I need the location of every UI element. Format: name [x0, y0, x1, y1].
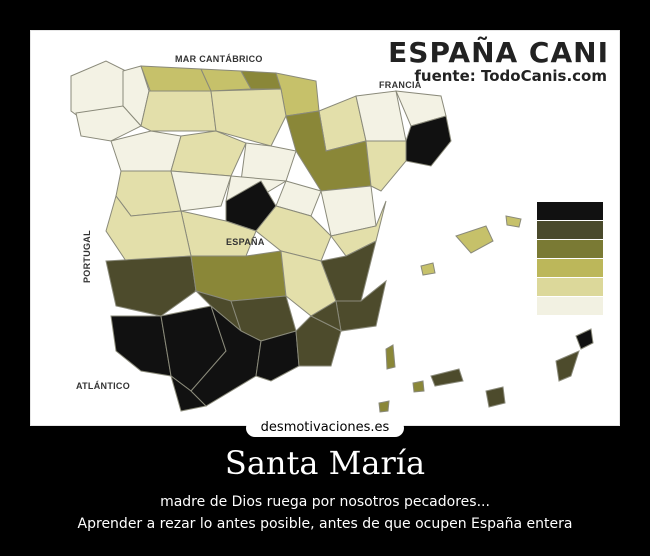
- region-menorca: [505, 215, 522, 228]
- region-huelva: [110, 315, 172, 377]
- label-espana: ESPAÑA: [226, 237, 265, 247]
- region-almeria: [295, 315, 342, 367]
- legend-swatch: [537, 202, 603, 220]
- region-avila: [170, 170, 232, 212]
- region-castellon: [330, 200, 387, 257]
- region-ibiza: [420, 262, 436, 276]
- site-watermark[interactable]: desmotivaciones.es: [246, 419, 404, 437]
- region-murcia: [309, 300, 342, 332]
- poster-title: Santa María: [224, 444, 426, 482]
- poster-caption-line1: madre de Dios ruega por nosotros pecador…: [160, 494, 490, 510]
- region-malaga: [190, 304, 262, 407]
- region-leon: [140, 90, 217, 132]
- region-tenerife: [430, 368, 464, 387]
- region-valladolid: [170, 130, 247, 177]
- region-la-palma: [385, 344, 396, 370]
- poster-caption-line2: Aprender a rezar lo antes posible, antes…: [77, 516, 573, 532]
- legend-swatch: [537, 221, 603, 239]
- region-lanzarote: [575, 328, 594, 350]
- label-atlantico: ATLÁNTICO: [76, 381, 131, 391]
- map-legend: [537, 202, 603, 316]
- region-gomera: [412, 380, 425, 393]
- region-burgos: [210, 88, 287, 147]
- region-granada: [255, 330, 300, 382]
- region-zamora: [110, 130, 182, 172]
- region-hierro: [378, 400, 390, 413]
- region-tarragona: [365, 140, 407, 192]
- region-gran-canaria: [485, 386, 506, 408]
- region-badajoz: [105, 255, 197, 317]
- legend-swatch: [537, 297, 603, 315]
- region-soria: [240, 142, 297, 182]
- region-asturias: [140, 65, 212, 94]
- map-frame: ESPAÑA CANI fuente: TodoCanis.com MAR CA…: [30, 30, 620, 426]
- spain-province-map: [70, 60, 594, 413]
- region-fuerteventura: [555, 350, 580, 382]
- map-title: ESPAÑA CANI: [388, 36, 609, 69]
- region-galicia-south: [75, 105, 142, 142]
- legend-swatch: [537, 259, 603, 277]
- region-valencia: [320, 240, 377, 302]
- label-francia: FRANCIA: [379, 80, 422, 90]
- legend-swatch: [537, 240, 603, 258]
- legend-swatch: [537, 278, 603, 296]
- map-source: fuente: TodoCanis.com: [414, 67, 607, 85]
- region-mallorca: [455, 225, 494, 254]
- label-portugal: PORTUGAL: [82, 230, 92, 283]
- label-mar-cantabrico: MAR CANTÁBRICO: [175, 54, 263, 64]
